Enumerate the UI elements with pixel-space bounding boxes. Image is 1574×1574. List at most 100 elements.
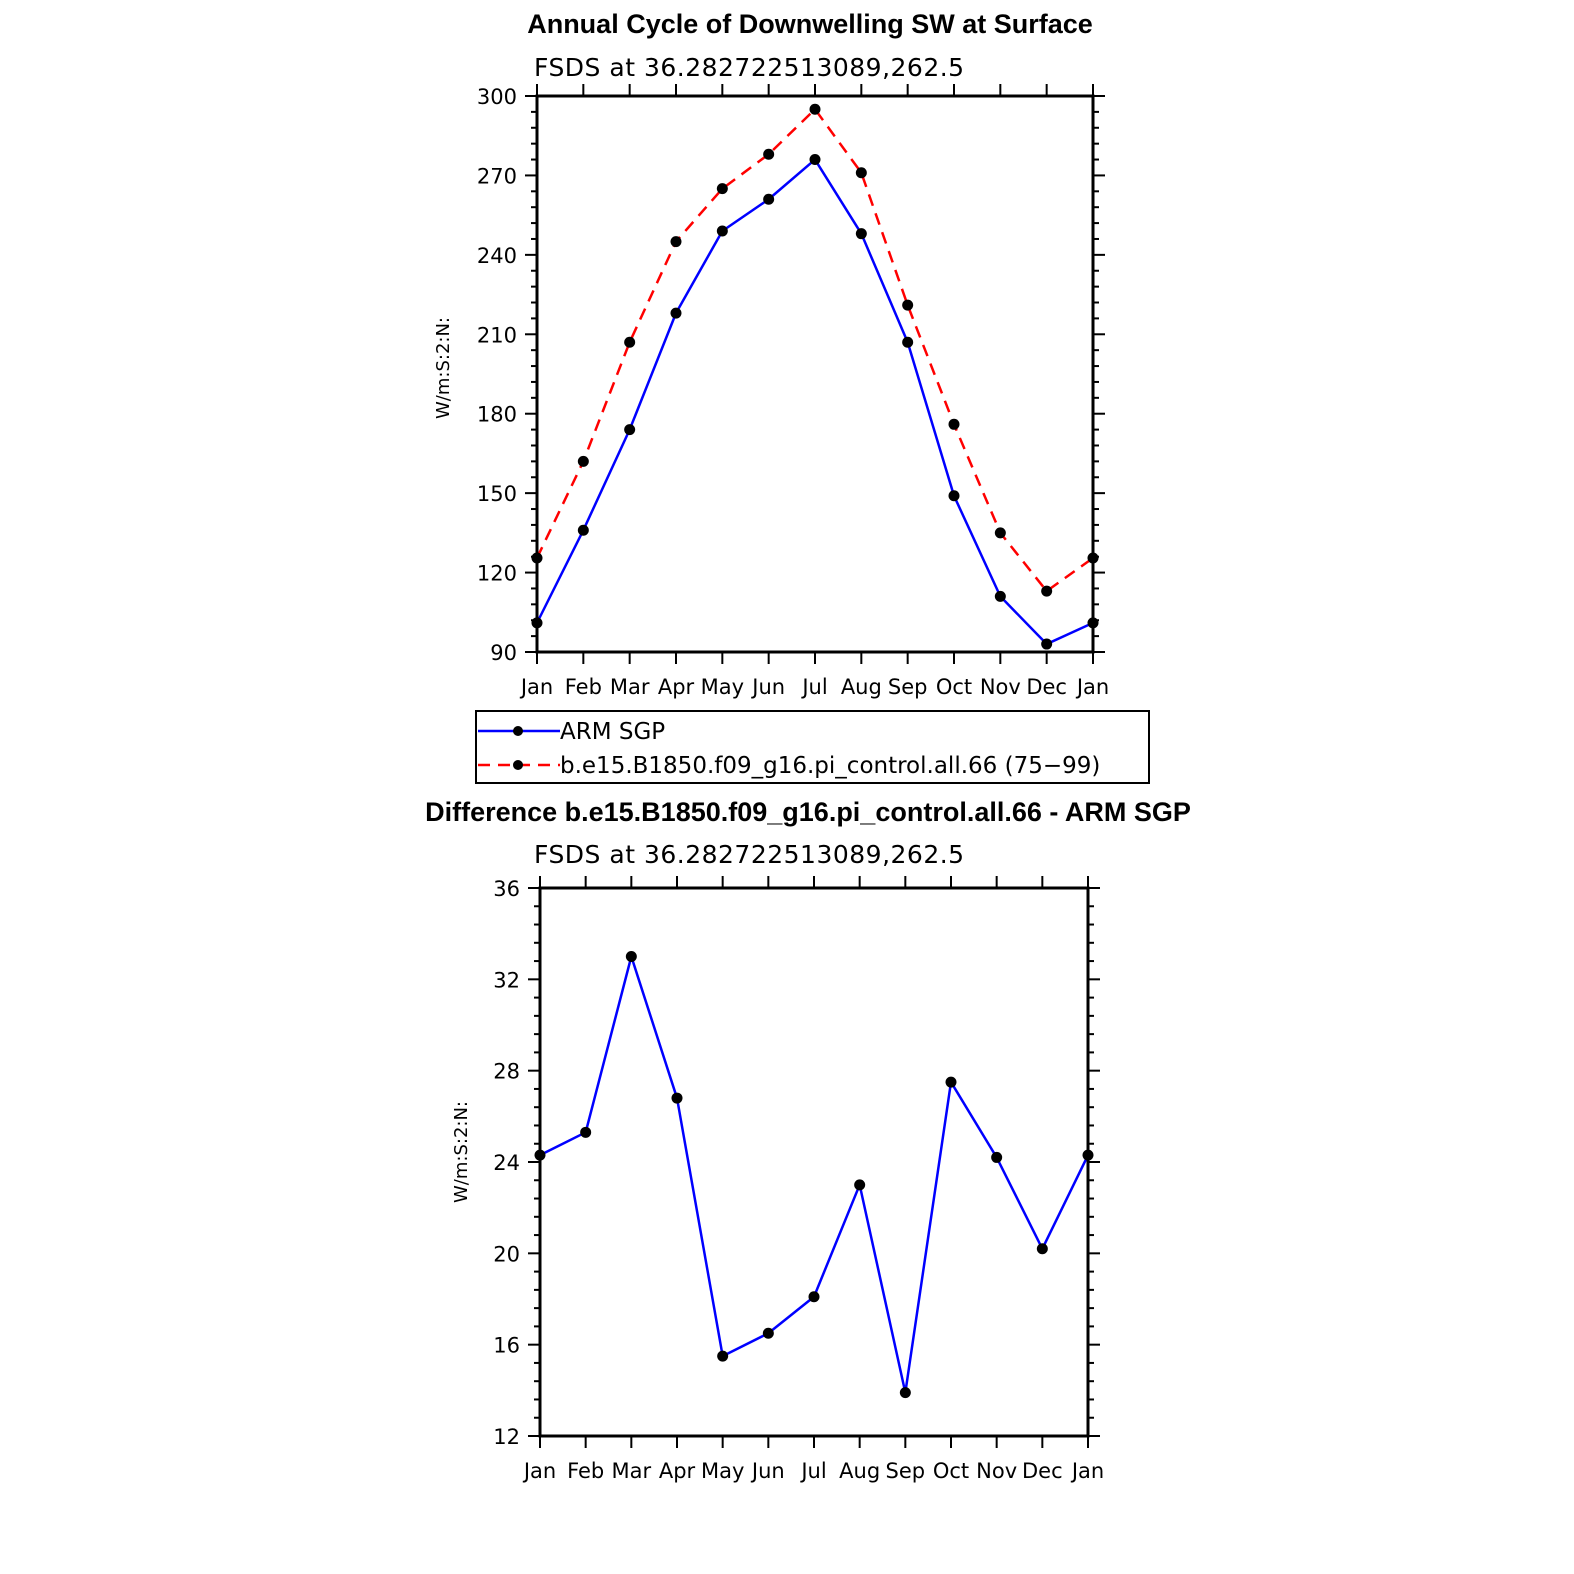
chart1-series-point-0 [855, 228, 867, 240]
chart1-y-tick-label: 180 [477, 403, 517, 427]
chart2-series-point-0 [625, 951, 637, 962]
chart1-series-point-0 [531, 617, 543, 629]
chart1-x-tick-label: May [701, 675, 744, 699]
chart1-series [531, 103, 1099, 650]
chart1-series-point-0 [670, 307, 682, 319]
chart2-y-tick-label: 12 [493, 1425, 520, 1449]
chart1-series-point-1 [809, 103, 821, 115]
chart2-series-point-0 [1082, 1149, 1094, 1161]
chart1-x-tick-label: Dec [1026, 675, 1067, 699]
chart2-x-tick-label: Aug [839, 1459, 880, 1483]
legend-marker-arm-sgp [513, 726, 523, 736]
legend: ARM SGP b.e15.B1850.f09_g16.pi_control.a… [475, 710, 1150, 784]
chart1-series-point-1 [855, 167, 867, 179]
chart1-series-point-0 [1041, 638, 1053, 650]
chart1-series-point-0 [1087, 617, 1099, 629]
chart1-x-tick-label: Jan [1075, 675, 1109, 699]
chart2-x-tick-label: Oct [933, 1459, 969, 1483]
chart1-series-point-0 [994, 590, 1006, 602]
chart1-series-point-1 [948, 418, 960, 430]
chart1-series-point-1 [531, 552, 543, 564]
chart1-series-point-1 [763, 148, 775, 160]
chart-difference: Difference b.e15.B1850.f09_g16.pi_contro… [425, 797, 1191, 1483]
chart2-y-tick-label: 36 [493, 877, 520, 901]
legend-label-model: b.e15.B1850.f09_g16.pi_control.all.66 (7… [560, 753, 1100, 779]
chart2-x-tick-label: Feb [567, 1459, 604, 1483]
chart1-series-point-0 [809, 154, 821, 166]
chart1-x-tick-label: Apr [658, 675, 695, 699]
chart2-series-point-0 [899, 1387, 911, 1399]
chart2-series-point-0 [945, 1076, 957, 1088]
chart2-series-point-0 [534, 1149, 546, 1161]
chart2-x-tick-label: Apr [659, 1459, 696, 1483]
chart1-x-tick-label: Jul [800, 675, 827, 699]
chart2-x-tick-label: Dec [1022, 1459, 1063, 1483]
chart2-x-tick-label: Jun [750, 1459, 785, 1483]
chart1-y-tick-label: 150 [477, 482, 517, 506]
chart2-axes: 12 16 20 24 28 32 36 Jan Feb Mar Apr May Jun Jul Aug Se… [493, 876, 1104, 1483]
chart1-series-point-1 [577, 455, 589, 467]
legend-label-arm-sgp: ARM SGP [560, 719, 665, 745]
chart1-x-tick-label: Feb [565, 675, 602, 699]
chart1-series-point-1 [1041, 585, 1053, 597]
chart1-title: Annual Cycle of Downwelling SW at Surfac… [527, 9, 1093, 39]
chart1-x-tick-label: Aug [841, 675, 882, 699]
chart2-series-point-0 [671, 1092, 683, 1104]
chart1-subtitle: FSDS at 36.282722513089,262.5 [534, 53, 965, 82]
chart2-series-point-0 [717, 1350, 729, 1362]
chart1-series-point-1 [1087, 552, 1099, 564]
chart2-series-point-0 [808, 1291, 820, 1303]
chart1-y-tick-label: 120 [477, 562, 517, 586]
chart1-series-point-0 [902, 336, 914, 348]
chart2-subtitle: FSDS at 36.282722513089,262.5 [534, 840, 965, 869]
chart1-series-point-1 [670, 236, 682, 248]
chart1-y-tick-label: 240 [477, 244, 517, 268]
chart1-series-point-0 [763, 193, 775, 205]
chart2-title: Difference b.e15.B1850.f09_g16.pi_contro… [425, 797, 1191, 827]
chart1-x-tick-label: Nov [980, 675, 1021, 699]
chart2-y-tick-label: 16 [493, 1334, 520, 1358]
legend-marker-model [513, 760, 523, 770]
chart1-y-tick-label: 90 [490, 641, 517, 665]
chart2-y-tick-label: 28 [493, 1060, 520, 1084]
chart1-y-tick-label: 210 [477, 323, 517, 347]
chart2-y-tick-label: 24 [493, 1151, 520, 1175]
chart2-series-point-0 [762, 1327, 774, 1339]
chart1-y-axis-label: W/m:S:2:N: [433, 317, 454, 419]
chart2-x-tick-label: Jan [522, 1459, 556, 1483]
chart1-x-tick-label: Jun [750, 675, 785, 699]
chart2-x-tick-label: Jul [799, 1459, 826, 1483]
chart2-x-tick-label: Nov [976, 1459, 1017, 1483]
chart1-series-point-1 [624, 336, 636, 348]
chart1-series-point-0 [577, 524, 589, 536]
chart1-series-point-0 [716, 225, 728, 237]
chart1-plot-frame [535, 94, 1095, 654]
chart1-series-point-1 [716, 183, 728, 195]
chart2-x-tick-label: Mar [612, 1459, 652, 1483]
chart2-series-point-0 [580, 1126, 592, 1138]
chart2-plot-frame [538, 886, 1090, 1438]
chart1-x-tick-label: Oct [936, 675, 972, 699]
chart1-x-tick-label: Jan [519, 675, 553, 699]
chart1-series-point-0 [624, 424, 636, 436]
chart2-y-tick-label: 20 [493, 1242, 520, 1266]
chart2-y-tick-label: 32 [493, 968, 520, 992]
chart1-x-tick-label: Mar [610, 675, 650, 699]
chart1-series-line-0 [535, 158, 1094, 646]
chart2-series [534, 951, 1094, 1399]
chart2-x-tick-label: Jan [1070, 1459, 1104, 1483]
chart1-series-point-1 [994, 527, 1006, 539]
chart2-series-point-0 [854, 1179, 866, 1191]
chart2-series-line-0 [539, 955, 1090, 1394]
chart1-x-tick-label: Sep [888, 675, 928, 699]
chart2-x-tick-label: Sep [886, 1459, 926, 1483]
chart1-series-point-0 [948, 490, 960, 502]
chart-annual-cycle: Annual Cycle of Downwelling SW at Surfac… [433, 9, 1109, 699]
chart2-series-point-0 [991, 1151, 1003, 1163]
legend-box [475, 710, 1150, 784]
chart1-series-point-1 [902, 299, 914, 311]
chart1-y-tick-label: 270 [477, 164, 517, 188]
chart2-x-tick-label: May [701, 1459, 744, 1483]
